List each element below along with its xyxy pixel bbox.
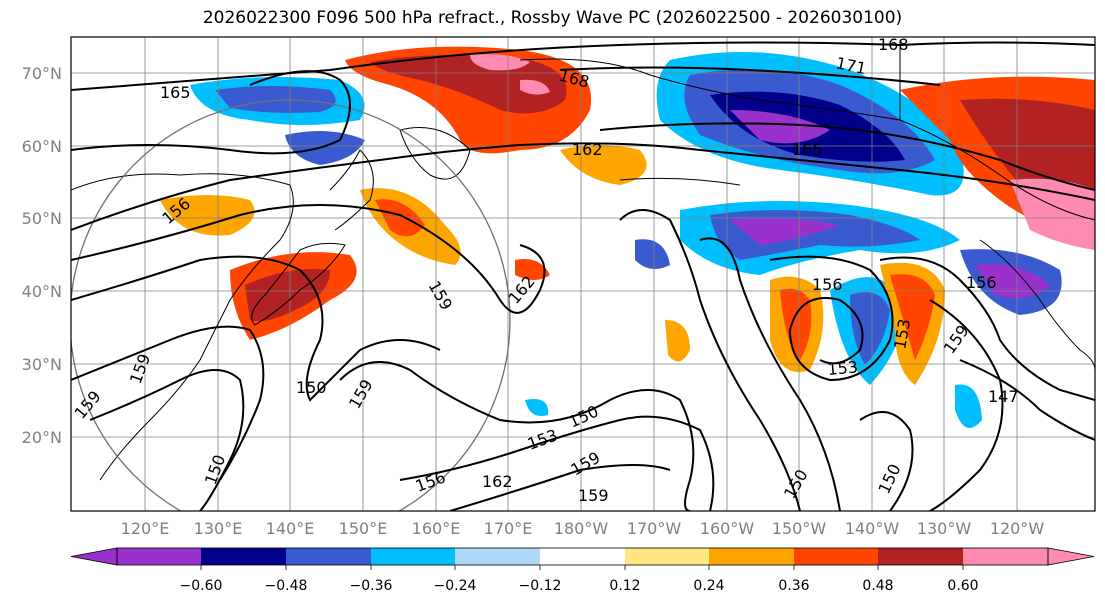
lon-label: 170°E [484,519,533,538]
colorbar-tick-label: −0.12 [519,578,562,594]
lon-label: 130°E [194,519,243,538]
contour-label: 156 [966,273,997,292]
colorbar-tick-label: 0.60 [947,578,978,594]
contour-lines [71,41,1095,511]
colorbar-segment [371,548,455,565]
colorbar-tick-label: 0.24 [693,578,724,594]
lat-label: 50°N [22,209,62,228]
colorbar-tick-label: −0.36 [350,578,393,594]
colorbar-tick-label: 0.36 [778,578,809,594]
radius-circle [71,99,511,511]
contour-label: 162 [482,472,513,491]
colorbar-segment [286,548,371,565]
contour-label: 153 [827,357,859,379]
gridlines [71,37,1095,511]
colorbar-segment [625,548,709,565]
lon-label: 130°W [917,519,972,538]
lat-label: 20°N [22,428,62,447]
lon-label: 160°E [412,519,461,538]
lon-label: 170°W [627,519,682,538]
colorbar [70,547,1095,570]
colorbar-tick-label: 0.12 [609,578,640,594]
lat-label: 40°N [22,282,62,301]
colorbar-segment [963,548,1048,565]
lon-label: 150°W [772,519,827,538]
colorbar-extend-high [1047,547,1095,566]
lon-label: 140°E [266,519,315,538]
colorbar-segment [709,548,794,565]
contour-label: 165 [792,140,823,159]
contour-label: 156 [812,275,843,294]
colorbar-segment [455,548,540,565]
coastlines [71,40,1095,481]
contour-label: 162 [572,140,603,159]
colorbar-tick-label: −0.48 [265,578,308,594]
lon-label: 180°W [554,519,609,538]
contour-label: 165 [160,83,191,102]
colorbar-extend-low [70,547,118,566]
lat-label: 60°N [22,137,62,156]
lon-label: 160°W [700,519,755,538]
colorbar-segment [117,548,201,565]
latitude-labels: 70°N 60°N 50°N 40°N 30°N 20°N [22,64,62,447]
lon-label: 120°E [121,519,170,538]
colorbar-segment [794,548,878,565]
colorbar-tick-label: 0.48 [862,578,893,594]
colorbar-tick-label: −0.24 [434,578,477,594]
lon-label: 150°E [339,519,388,538]
contour-label: 168 [878,35,909,54]
colorbar-segment [878,548,963,565]
lon-label: 140°W [845,519,900,538]
colorbar-segment [201,548,286,565]
longitude-labels: 120°E 130°E 140°E 150°E 160°E 170°E 180°… [121,519,1045,538]
lat-label: 70°N [22,64,62,83]
map-border [70,36,1096,512]
map-layer [71,37,1095,511]
contour-label: 159 [578,486,609,505]
colorbar-outline [116,547,1049,566]
contour-label: 147 [988,387,1019,406]
lon-label: 120°W [990,519,1045,538]
colorbar-segment [540,548,625,565]
colorbar-tick-label: −0.60 [180,578,223,594]
map-title: 2026022300 F096 500 hPa refract., Rossby… [202,8,903,28]
lat-label: 30°N [22,355,62,374]
colorbar-ticks: −0.60 −0.48 −0.36 −0.24 −0.12 0.12 0.24 … [180,578,979,594]
contour-label: 150 [296,378,327,397]
